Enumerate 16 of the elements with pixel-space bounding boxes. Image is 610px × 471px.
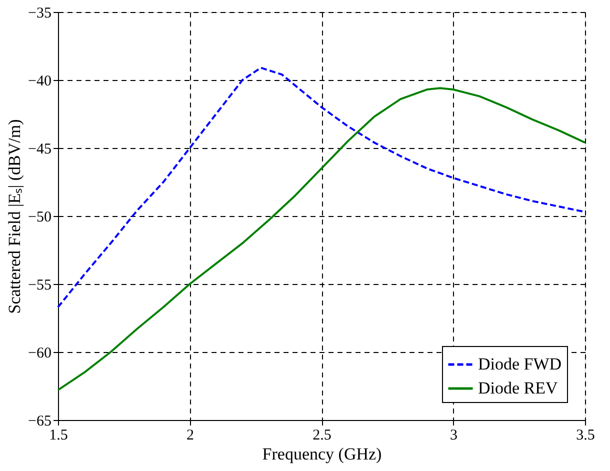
legend-label: Diode REV	[478, 378, 559, 398]
y-axis-title: Scattered Field |Eₛ| (dBV/m)	[5, 119, 24, 314]
y-tick-label: −50	[28, 210, 52, 226]
y-tick-label: −35	[28, 6, 52, 22]
y-tick-label: −45	[28, 142, 52, 158]
y-tick-label: −55	[28, 278, 52, 294]
y-tick-label: −60	[28, 346, 52, 362]
x-tick-label: 2.5	[312, 428, 332, 444]
y-tick-label: −40	[28, 74, 52, 90]
x-tick-label: 2	[186, 428, 194, 444]
legend-label: Diode FWD	[478, 354, 562, 374]
x-tick-label: 3	[450, 428, 458, 444]
y-tick-label: −65	[28, 414, 52, 430]
x-tick-label: 3.5	[576, 428, 595, 444]
x-tick-label: 1.5	[49, 428, 68, 444]
x-axis-title: Frequency (GHz)	[262, 444, 382, 464]
